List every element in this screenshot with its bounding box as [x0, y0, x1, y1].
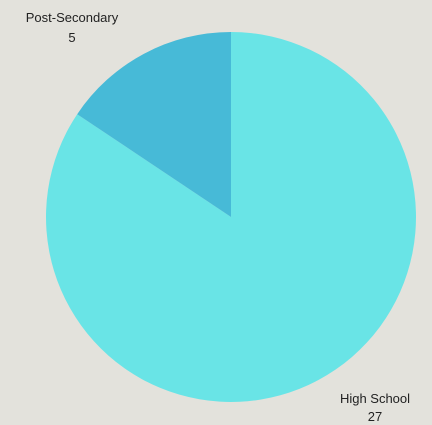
slice-label-post-secondary-value: 5	[68, 30, 75, 45]
slice-label-high-school-value: 27	[368, 409, 382, 424]
slice-label-high-school-name: High School	[340, 391, 410, 406]
pie-slice-post-secondary	[77, 32, 231, 217]
slice-label-post-secondary-name: Post-Secondary	[26, 10, 119, 25]
slices-layer	[45, 32, 416, 402]
pie-slice-high-school	[45, 32, 416, 402]
